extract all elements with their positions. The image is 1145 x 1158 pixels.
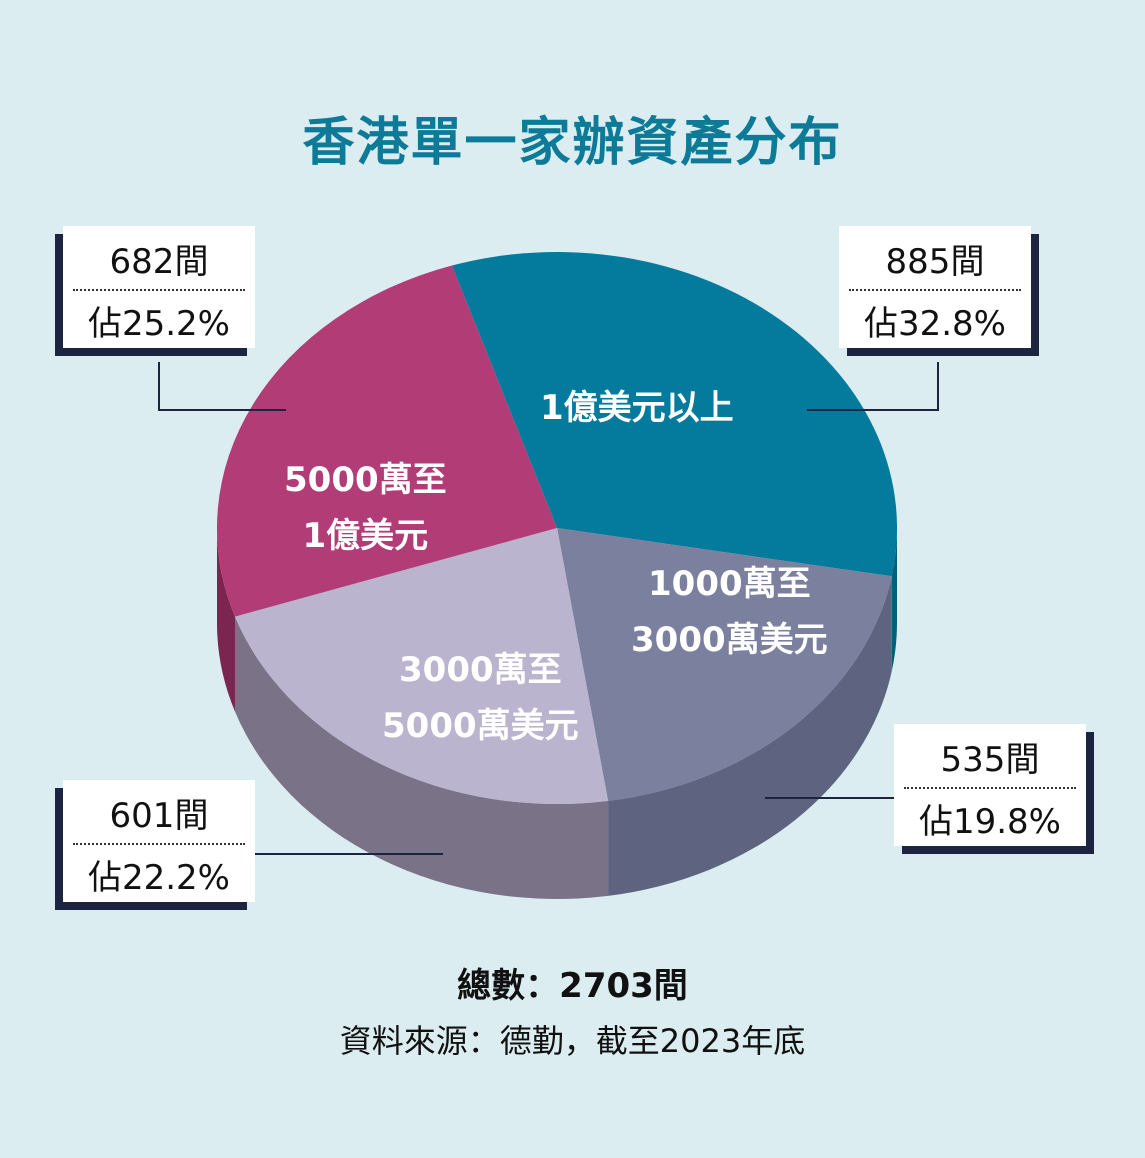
pie-slice-10m-30m [557,528,892,801]
pie-side-50m-100m [217,528,235,712]
callout-percent: 佔32.8% [863,304,1006,344]
segment-label-30m-50m: 3000萬至 5000萬美元 [382,650,579,746]
total-count: 總數：2703間 [457,966,688,1006]
pie-side-30m-50m [234,616,609,899]
segment-label-50m-100m: 5000萬至 1億美元 [284,460,447,556]
leader-line-top-left [158,362,286,411]
callout-count: 885間 [885,242,985,282]
callout-divider [73,843,245,845]
callout-count: 682間 [109,242,209,282]
pie-side-10m-30m [608,576,892,896]
pie-slice-30m-50m [234,528,609,804]
callout-percent: 佔25.2% [87,304,230,344]
chart-title: 香港單一家辦資產分布 [302,113,843,173]
callout-30m-50m: 601間 佔22.2% [63,780,255,902]
segment-label-10m-30m: 1000萬至 3000萬美元 [631,564,828,660]
callout-over-100m: 885間 佔32.8% [839,226,1031,348]
callout-count: 535間 [940,740,1040,780]
callout-count: 601間 [109,796,209,836]
callout-50m-100m: 682間 佔25.2% [63,226,255,348]
pie-side-over-100m [891,528,897,672]
leader-line-top-right [807,362,939,411]
pie-slice-over-100m [451,251,897,577]
source-note: 資料來源：德勤，截至2023年底 [339,1022,806,1060]
callout-divider [73,289,245,291]
callout-10m-30m: 535間 佔19.8% [894,724,1086,846]
callout-divider [904,787,1076,789]
callout-divider [849,289,1021,291]
segment-label-over-100m: 1億美元以上 [540,388,734,428]
callout-percent: 佔19.8% [918,802,1061,842]
callout-percent: 佔22.2% [87,858,230,898]
pie-slice-50m-100m [216,265,557,617]
